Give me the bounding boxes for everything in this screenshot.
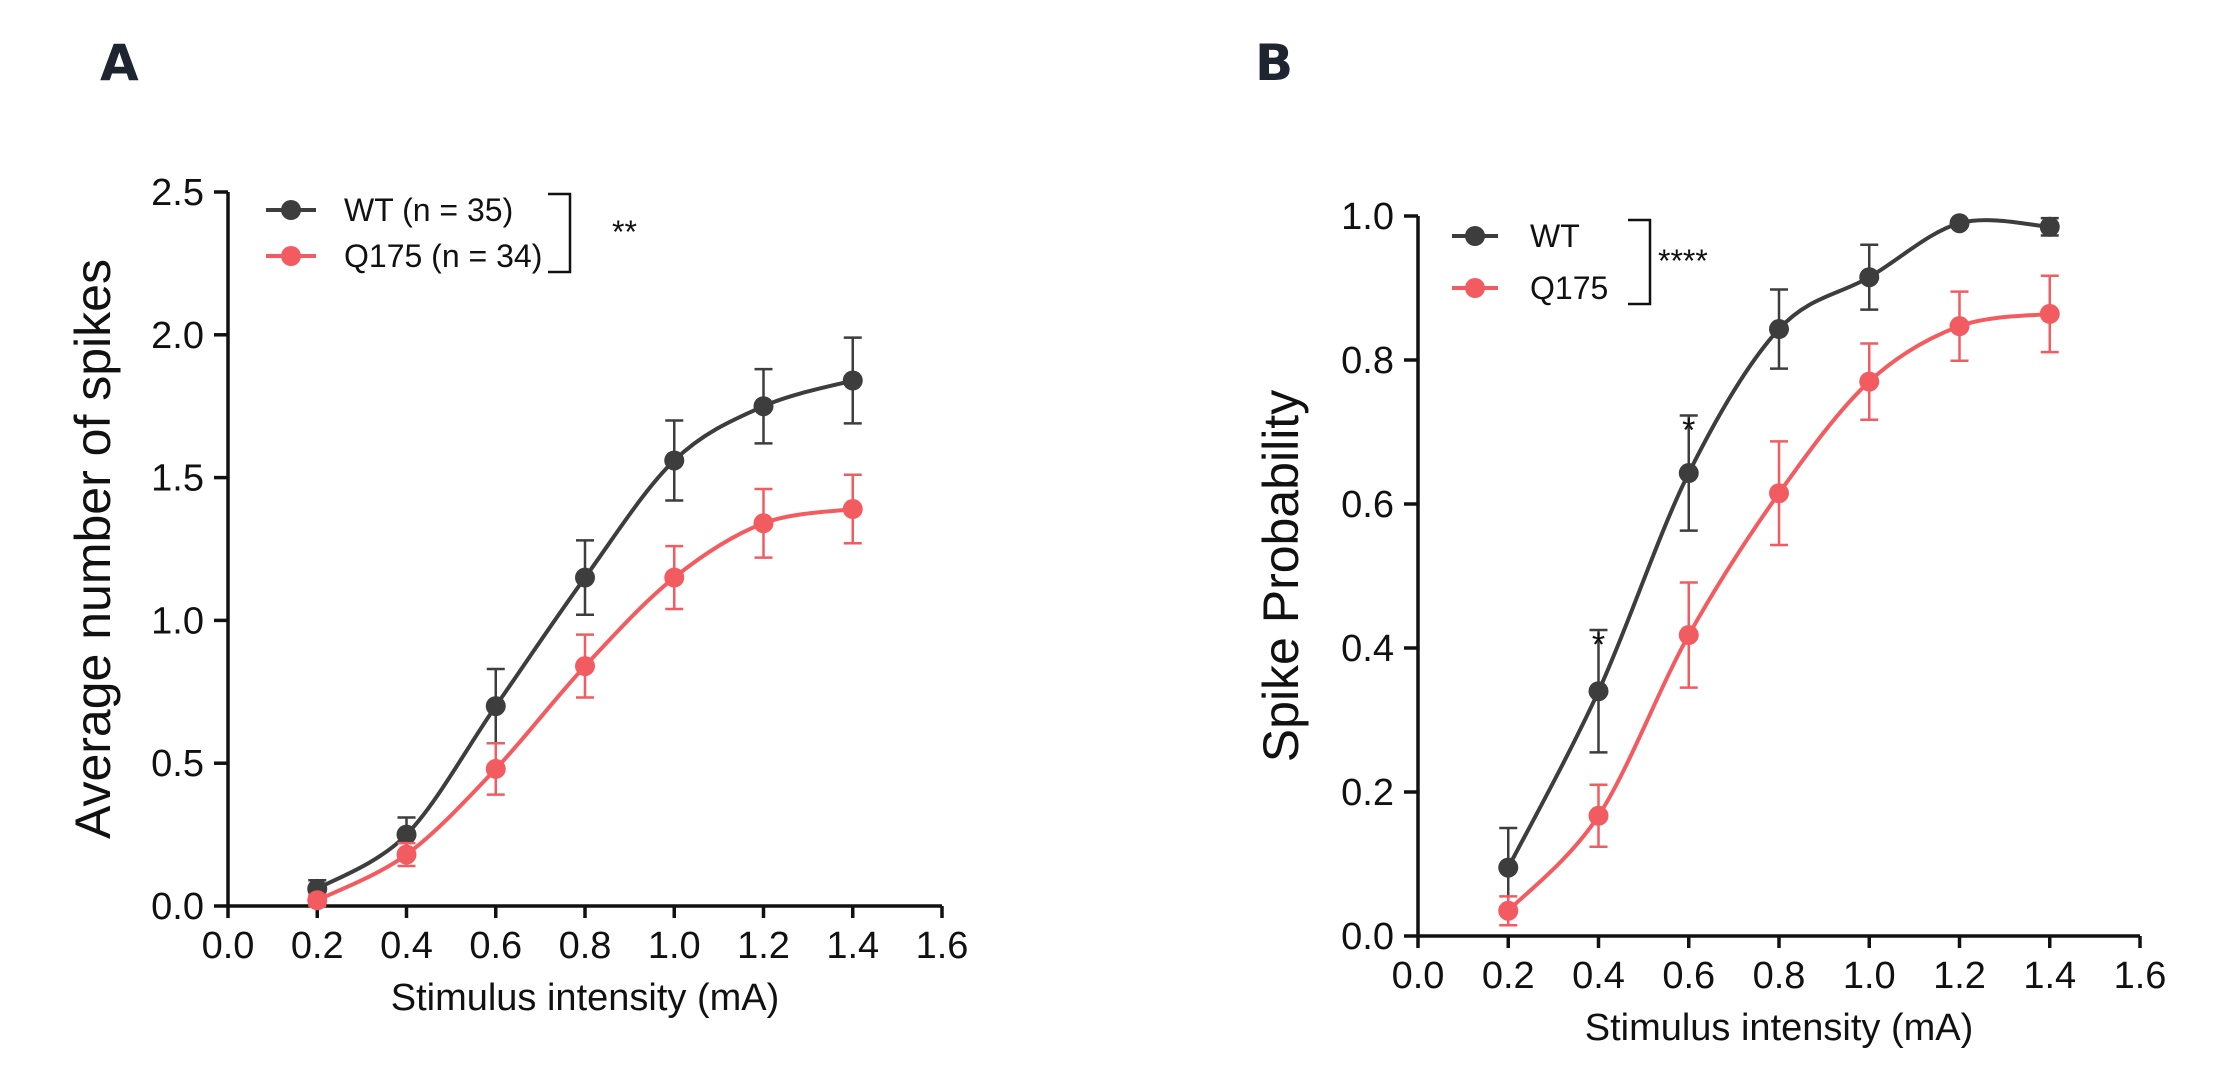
- panel-a-series-q175-point: [396, 844, 417, 865]
- panel-a-y-tick-label: 2.0: [151, 315, 204, 357]
- panel-a-y-tick-label: 2.5: [151, 172, 204, 214]
- panel-b-legend-wt-label: WT: [1530, 218, 1580, 254]
- panel-b-x-tick-label: 1.2: [1933, 955, 1986, 997]
- panel-b-y-tick-label: 0.0: [1341, 916, 1394, 958]
- panel-a-series-wt-point: [753, 396, 774, 417]
- panel-a-x-tick-label: 0.0: [202, 925, 255, 967]
- panel-a-x-tick-label: 1.6: [916, 925, 969, 967]
- panel-b-series-q175-point: [1949, 316, 1970, 337]
- panel-a-series-wt-point: [485, 696, 506, 717]
- panel-b-legend-q175-label: Q175: [1530, 270, 1608, 306]
- panel-b-y-tick-label: 0.4: [1341, 628, 1394, 670]
- panel-a-series-q175-point: [485, 758, 506, 779]
- panel-b-series-wt-point: [1678, 463, 1699, 484]
- panel-a-series-wt-point: [396, 824, 417, 845]
- panel-a-series-q175-point: [842, 499, 863, 520]
- panel-a-x-tick-label: 0.8: [559, 925, 612, 967]
- panel-b-series-wt-curve: [1506, 218, 2050, 869]
- panel-a-series-q175-point: [753, 513, 774, 534]
- panel-b-y-tick-label: 0.6: [1341, 484, 1394, 526]
- panel-a-series-q175-point: [575, 656, 595, 677]
- panel-a-legend-wt-marker: [281, 200, 301, 220]
- panel-b-x-tick-label: 0.0: [1392, 955, 1445, 997]
- panel-b-series-wt-point: [1588, 681, 1609, 702]
- panel-b-series-wt-point: [1498, 857, 1519, 878]
- panel-a-y-tick-label: 0.5: [151, 743, 204, 785]
- panel-b-series-q175-point: [2039, 303, 2060, 324]
- panel-b-series-wt-point: [2039, 216, 2060, 237]
- panel-b-x-tick-label: 0.4: [1572, 955, 1625, 997]
- panel-a-legend-q175-marker: [281, 246, 301, 266]
- panel-a-x-tick-label: 1.4: [826, 925, 879, 967]
- panel-b-x-tick-label: 1.0: [1843, 955, 1896, 997]
- panel-a-x-tick-label: 0.2: [291, 925, 344, 967]
- panel-a-series-wt-point: [842, 370, 863, 391]
- panel-b-series-wt-point: [1769, 319, 1789, 340]
- panel-b-significance-label: ****: [1658, 243, 1708, 279]
- panel-b: B 0.0 0.2 0.4 0.6 0.8 1.0 1.2 1.4 1.6 0.0 0.2 0.4 0.…: [1253, 34, 2166, 1049]
- panel-b-series-q175-point: [1498, 900, 1519, 921]
- panel-a-y-tick-label: 0.0: [151, 886, 204, 928]
- panel-b-series-q175-point: [1588, 805, 1609, 826]
- panel-b-y-axis-label: Spike Probability: [1253, 390, 1309, 762]
- panel-b-x-tick-label: 0.8: [1753, 955, 1806, 997]
- panel-a-series-wt-point: [664, 450, 685, 471]
- panel-b-y-tick-label: 1.0: [1341, 196, 1394, 238]
- panel-a-x-tick-label: 1.0: [648, 925, 701, 967]
- panel-b-x-tick-label: 0.6: [1662, 955, 1715, 997]
- panel-a-significance-bracket: [548, 192, 572, 274]
- panel-b-y-tick-label: 0.2: [1341, 772, 1394, 814]
- panel-b-series-q175-point: [1678, 625, 1699, 646]
- panel-b-point-annotation: *: [1682, 411, 1695, 449]
- panel-b-x-tick-label: 1.6: [2114, 955, 2167, 997]
- panel-a-x-tick-label: 0.4: [380, 925, 433, 967]
- panel-b-series-q175-point: [1859, 371, 1880, 392]
- panel-b-significance-bracket: [1628, 218, 1652, 306]
- panel-a-letter: A: [100, 34, 139, 92]
- panel-a-series-wt-point: [575, 567, 595, 588]
- panel-a: A 0.0 0.2 0.4 0.6 0.8 1.0 1.2 1.4 1.6 0.0 0.5 1.0 1.…: [65, 34, 968, 1019]
- panel-a-y-tick-label: 1.0: [151, 600, 204, 642]
- panel-a-significance-label: **: [612, 214, 637, 250]
- panel-b-x-tick-label: 0.2: [1482, 955, 1535, 997]
- panel-a-series-q175-point: [664, 567, 685, 588]
- panel-b-series-q175-point: [1769, 483, 1789, 504]
- panel-a-legend-q175-label: Q175 (n = 34): [344, 238, 542, 274]
- panel-a-x-axis-label: Stimulus intensity (mA): [391, 977, 780, 1019]
- panel-a-y-tick-label: 1.5: [151, 458, 204, 500]
- panel-b-legend-q175-marker: [1465, 278, 1485, 298]
- panel-a-y-axis-label: Average number of spikes: [65, 259, 121, 839]
- panel-b-letter: B: [1255, 34, 1293, 92]
- panel-b-x-axis-label: Stimulus intensity (mA): [1585, 1007, 1974, 1049]
- panel-b-y-tick-label: 0.8: [1341, 340, 1394, 382]
- panel-a-x-tick-label: 0.6: [469, 925, 522, 967]
- panel-b-legend-wt-marker: [1465, 226, 1485, 246]
- panel-b-series-q175-curve: [1506, 311, 2051, 913]
- panel-b-point-annotation: *: [1592, 626, 1605, 664]
- panel-b-x-tick-label: 1.4: [2023, 955, 2076, 997]
- panel-a-legend-wt-label: WT (n = 35): [344, 192, 513, 228]
- panel-b-series-wt-point: [1949, 213, 1970, 234]
- panel-a-series-q175-point: [307, 890, 328, 911]
- panel-b-series-wt-point: [1859, 267, 1880, 288]
- panel-a-x-tick-label: 1.2: [737, 925, 790, 967]
